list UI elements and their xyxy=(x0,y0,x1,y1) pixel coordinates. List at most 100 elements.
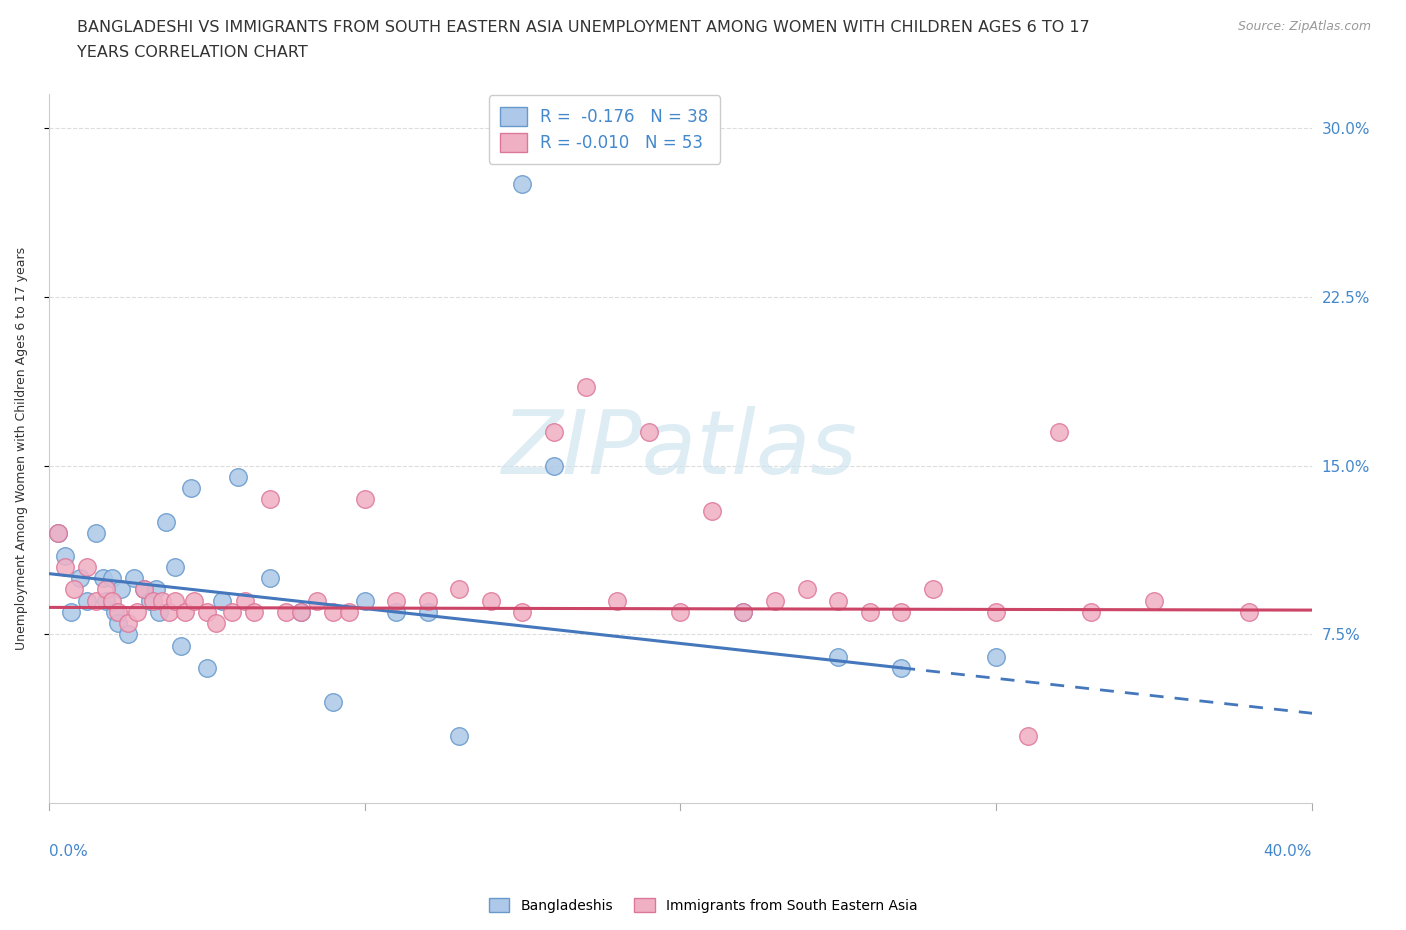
Point xyxy=(512,604,534,619)
Point xyxy=(91,571,114,586)
Point xyxy=(63,582,86,597)
Point xyxy=(84,525,107,540)
Point xyxy=(180,481,202,496)
Point xyxy=(211,593,233,608)
Point xyxy=(606,593,628,608)
Point xyxy=(170,638,193,653)
Point xyxy=(53,560,76,575)
Point xyxy=(796,582,818,597)
Point xyxy=(353,492,375,507)
Point xyxy=(543,424,565,439)
Point xyxy=(152,593,174,608)
Point xyxy=(637,424,659,439)
Point xyxy=(385,604,408,619)
Point xyxy=(1080,604,1102,619)
Point xyxy=(155,514,177,529)
Point xyxy=(827,649,849,664)
Point xyxy=(337,604,360,619)
Text: 40.0%: 40.0% xyxy=(1264,844,1312,858)
Point xyxy=(921,582,943,597)
Point xyxy=(512,177,534,192)
Point xyxy=(132,582,155,597)
Y-axis label: Unemployment Among Women with Children Ages 6 to 17 years: Unemployment Among Women with Children A… xyxy=(15,247,28,650)
Point xyxy=(700,503,723,518)
Point xyxy=(110,582,132,597)
Point xyxy=(890,604,912,619)
Point xyxy=(195,660,218,675)
Point xyxy=(353,593,375,608)
Point xyxy=(322,695,344,710)
Point xyxy=(94,582,117,597)
Point xyxy=(142,593,165,608)
Point xyxy=(763,593,786,608)
Point xyxy=(274,604,297,619)
Point xyxy=(859,604,882,619)
Point xyxy=(984,649,1007,664)
Point xyxy=(165,560,187,575)
Text: ZIPatlas: ZIPatlas xyxy=(502,405,858,492)
Point xyxy=(145,582,167,597)
Point xyxy=(221,604,243,619)
Point xyxy=(1237,604,1260,619)
Point xyxy=(94,593,117,608)
Point xyxy=(76,593,98,608)
Point xyxy=(1047,424,1070,439)
Point xyxy=(117,616,139,631)
Point xyxy=(890,660,912,675)
Point xyxy=(46,525,69,540)
Point xyxy=(107,604,129,619)
Point xyxy=(449,728,471,743)
Text: Source: ZipAtlas.com: Source: ZipAtlas.com xyxy=(1237,20,1371,33)
Point xyxy=(53,548,76,563)
Point xyxy=(307,593,329,608)
Point xyxy=(122,571,145,586)
Point xyxy=(76,560,98,575)
Point xyxy=(157,604,180,619)
Point xyxy=(101,593,124,608)
Point xyxy=(205,616,228,631)
Point xyxy=(107,616,129,631)
Legend: R =  -0.176   N = 38, R = -0.010   N = 53: R = -0.176 N = 38, R = -0.010 N = 53 xyxy=(489,95,720,164)
Text: BANGLADESHI VS IMMIGRANTS FROM SOUTH EASTERN ASIA UNEMPLOYMENT AMONG WOMEN WITH : BANGLADESHI VS IMMIGRANTS FROM SOUTH EAS… xyxy=(77,20,1090,35)
Text: 0.0%: 0.0% xyxy=(49,844,87,858)
Point xyxy=(173,604,195,619)
Point xyxy=(416,604,439,619)
Text: YEARS CORRELATION CHART: YEARS CORRELATION CHART xyxy=(77,45,308,60)
Point xyxy=(733,604,755,619)
Point xyxy=(195,604,218,619)
Point xyxy=(59,604,82,619)
Point xyxy=(69,571,91,586)
Point xyxy=(183,593,205,608)
Point xyxy=(243,604,266,619)
Point xyxy=(733,604,755,619)
Point xyxy=(46,525,69,540)
Point xyxy=(984,604,1007,619)
Point xyxy=(84,593,107,608)
Point xyxy=(117,627,139,642)
Point xyxy=(148,604,170,619)
Point xyxy=(139,593,162,608)
Point xyxy=(233,593,256,608)
Point xyxy=(132,582,155,597)
Point xyxy=(479,593,502,608)
Point xyxy=(543,458,565,473)
Point xyxy=(101,571,124,586)
Point xyxy=(226,470,249,485)
Point xyxy=(127,604,149,619)
Point xyxy=(449,582,471,597)
Point xyxy=(259,571,281,586)
Point xyxy=(1017,728,1039,743)
Point xyxy=(290,604,312,619)
Point xyxy=(669,604,692,619)
Point xyxy=(165,593,187,608)
Point xyxy=(1143,593,1166,608)
Point xyxy=(104,604,127,619)
Legend: Bangladeshis, Immigrants from South Eastern Asia: Bangladeshis, Immigrants from South East… xyxy=(482,893,924,919)
Point xyxy=(290,604,312,619)
Point xyxy=(574,379,596,394)
Point xyxy=(827,593,849,608)
Point xyxy=(416,593,439,608)
Point xyxy=(385,593,408,608)
Point xyxy=(322,604,344,619)
Point xyxy=(259,492,281,507)
